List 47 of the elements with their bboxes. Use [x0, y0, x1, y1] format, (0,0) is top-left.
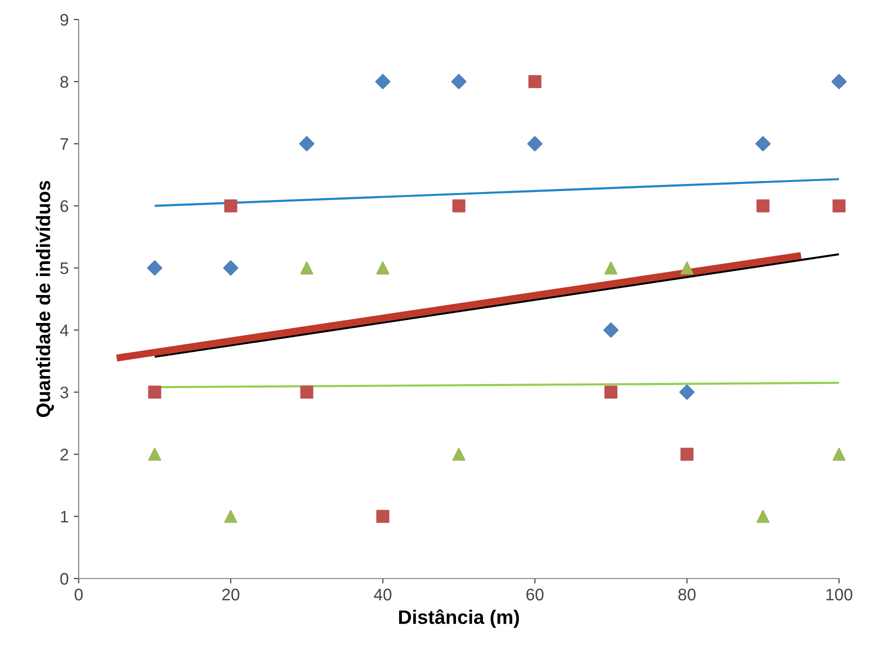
point	[223, 260, 238, 276]
point	[148, 386, 162, 399]
y-tick-label: 3	[60, 386, 68, 398]
point	[604, 261, 618, 274]
point	[756, 510, 770, 523]
point	[680, 261, 694, 274]
y-tick-label: 0	[60, 572, 68, 585]
y-tick-label: 9	[60, 14, 68, 26]
point	[832, 199, 846, 212]
point	[300, 261, 314, 274]
x-tick-label: 60	[526, 588, 544, 600]
y-tick-label: 8	[60, 76, 68, 88]
x-tick-label: 100	[826, 588, 852, 600]
point	[452, 448, 466, 461]
point	[224, 199, 238, 212]
point	[679, 384, 695, 400]
point	[376, 261, 390, 274]
point	[452, 199, 466, 212]
point	[300, 386, 314, 399]
point	[299, 136, 314, 152]
point	[528, 75, 542, 88]
point	[375, 74, 390, 90]
point	[147, 260, 162, 276]
point	[832, 448, 846, 461]
x-tick-label: 0	[74, 588, 83, 600]
x-axis-title: Distância (m)	[399, 609, 519, 628]
point	[376, 510, 390, 523]
point	[604, 386, 618, 399]
point	[756, 199, 770, 212]
y-tick-label: 1	[60, 510, 68, 522]
point	[451, 74, 466, 90]
y-tick-label: 6	[60, 200, 68, 212]
x-tick-label: 40	[374, 588, 392, 600]
y-axis-title: Quantidade de indivíduos	[36, 180, 54, 418]
x-tick-label: 20	[222, 588, 240, 600]
point	[224, 510, 238, 523]
x-tick-label: 80	[678, 588, 696, 600]
point	[680, 448, 694, 461]
point	[148, 448, 162, 461]
y-tick-label: 2	[60, 448, 68, 460]
y-tick-label: 4	[60, 324, 68, 336]
y-tick-label: 7	[60, 138, 68, 150]
point	[603, 322, 619, 338]
point	[755, 136, 771, 152]
y-tick-label: 5	[60, 262, 68, 274]
point	[831, 74, 847, 90]
point	[527, 136, 543, 152]
